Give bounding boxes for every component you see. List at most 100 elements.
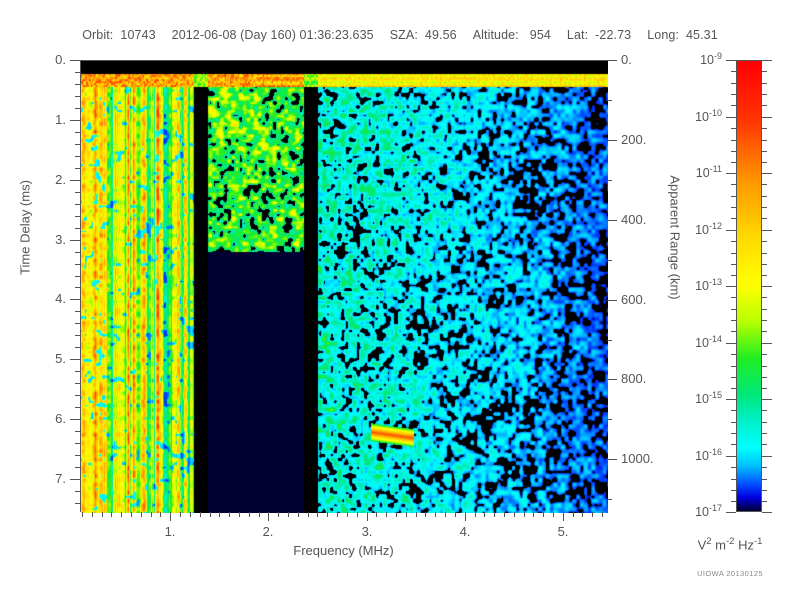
orbit-value: 10743 [120, 28, 156, 42]
x-axis-tick-label: 1. [164, 524, 176, 539]
y-axis-minor-tick [75, 335, 80, 336]
colorbar-tick-label: 10-10 [695, 108, 722, 125]
right-axis-tick-label: 1000. [621, 451, 654, 466]
x-axis-minor-tick [82, 512, 83, 517]
y-axis-minor-tick [75, 144, 80, 145]
y-axis-tick-label: 0. [55, 52, 66, 67]
x-axis-tick [465, 512, 466, 521]
colorbar-minor-tick [731, 71, 736, 72]
x-axis-minor-tick [533, 512, 534, 517]
colorbar-minor-tick [762, 264, 767, 265]
colorbar-tick [762, 286, 772, 287]
y-axis-minor-tick [75, 108, 80, 109]
colorbar-tick [762, 512, 772, 513]
colorbar [736, 60, 762, 512]
y-axis-tick [70, 240, 80, 241]
y-axis-tick-label: 6. [55, 411, 66, 426]
x-axis-minor-tick [131, 512, 132, 517]
x-axis-minor-tick [160, 512, 161, 517]
colorbar-tick [726, 512, 736, 513]
x-axis-minor-tick [406, 512, 407, 517]
y-axis-title: Time Delay (ms) [17, 180, 33, 275]
x-axis-tick-label: 3. [361, 524, 373, 539]
sza-label: SZA: [389, 28, 418, 42]
x-axis-minor-tick [425, 512, 426, 517]
x-axis-minor-tick [298, 512, 299, 517]
colorbar-minor-tick [762, 162, 767, 163]
colorbar-minor-tick [731, 151, 736, 152]
right-axis-minor-tick [607, 340, 612, 341]
colorbar-minor-tick [731, 410, 736, 411]
colorbar-tick [726, 343, 736, 344]
colorbar-minor-tick [762, 184, 767, 185]
right-axis-tick-label: 400. [621, 212, 647, 227]
y-axis-minor-tick [75, 395, 80, 396]
y-axis-minor-tick [75, 276, 80, 277]
altitude-label: Altitude: [472, 28, 519, 42]
y-axis-tick-label: 1. [55, 112, 66, 127]
colorbar-minor-tick [731, 377, 736, 378]
y-axis-minor-tick [75, 228, 80, 229]
colorbar-minor-tick [762, 241, 767, 242]
right-axis-tick [607, 459, 617, 460]
x-axis-minor-tick [219, 512, 220, 517]
y-axis-tick [70, 120, 80, 121]
y-axis-minor-tick [75, 431, 80, 432]
colorbar-minor-tick [731, 83, 736, 84]
x-axis-minor-tick [239, 512, 240, 517]
right-axis-minor-tick [607, 180, 612, 181]
colorbar-minor-tick [731, 128, 736, 129]
y-axis-tick [70, 359, 80, 360]
colorbar-tick-label: 10-17 [695, 503, 722, 520]
colorbar-tick-label: 10-13 [695, 277, 722, 294]
colorbar-minor-tick [762, 275, 767, 276]
x-axis-minor-tick [111, 512, 112, 517]
x-axis-minor-tick [494, 512, 495, 517]
colorbar-minor-tick [731, 140, 736, 141]
colorbar-minor-tick [731, 422, 736, 423]
colorbar-minor-tick [731, 275, 736, 276]
lat-label: Lat: [566, 28, 589, 42]
x-axis-minor-tick [563, 512, 564, 517]
colorbar-minor-tick [762, 128, 767, 129]
x-axis-minor-tick [484, 512, 485, 517]
right-axis-tick-label: 200. [621, 132, 647, 147]
colorbar-minor-tick [762, 297, 767, 298]
colorbar-minor-tick [762, 71, 767, 72]
x-axis-minor-tick [357, 512, 358, 517]
colorbar-minor-tick [762, 196, 767, 197]
ionogram-spectrogram [81, 61, 608, 513]
y-axis-tick [70, 60, 80, 61]
colorbar-minor-tick [762, 433, 767, 434]
colorbar-minor-tick [731, 253, 736, 254]
colorbar-minor-tick [762, 422, 767, 423]
colorbar-tick [726, 173, 736, 174]
colorbar-minor-tick [762, 377, 767, 378]
colorbar-minor-tick [731, 218, 736, 219]
x-axis-minor-tick [121, 512, 122, 517]
y-axis-minor-tick [75, 96, 80, 97]
x-axis-minor-tick [416, 512, 417, 517]
y-axis-tick [70, 479, 80, 480]
colorbar-tick [762, 173, 772, 174]
right-axis-tick-label: 800. [621, 371, 647, 386]
x-axis-minor-tick [524, 512, 525, 517]
colorbar-minor-tick [762, 218, 767, 219]
x-axis-minor-tick [347, 512, 348, 517]
colorbar-tick [762, 456, 772, 457]
x-axis-minor-tick [200, 512, 201, 517]
colorbar-tick-label: 10-9 [700, 51, 722, 68]
colorbar-minor-tick [762, 140, 767, 141]
colorbar-minor-tick [762, 501, 767, 502]
x-axis-minor-tick [259, 512, 260, 517]
x-axis-minor-tick [229, 512, 230, 517]
y-axis-tick [70, 180, 80, 181]
colorbar-tick-label: 10-16 [695, 447, 722, 464]
x-axis-minor-tick [602, 512, 603, 517]
colorbar-tick [762, 60, 772, 61]
x-axis-minor-tick [475, 512, 476, 517]
lat-value: -22.73 [595, 28, 632, 42]
y-axis-minor-tick [75, 156, 80, 157]
colorbar-minor-tick [762, 253, 767, 254]
colorbar-minor-tick [762, 309, 767, 310]
